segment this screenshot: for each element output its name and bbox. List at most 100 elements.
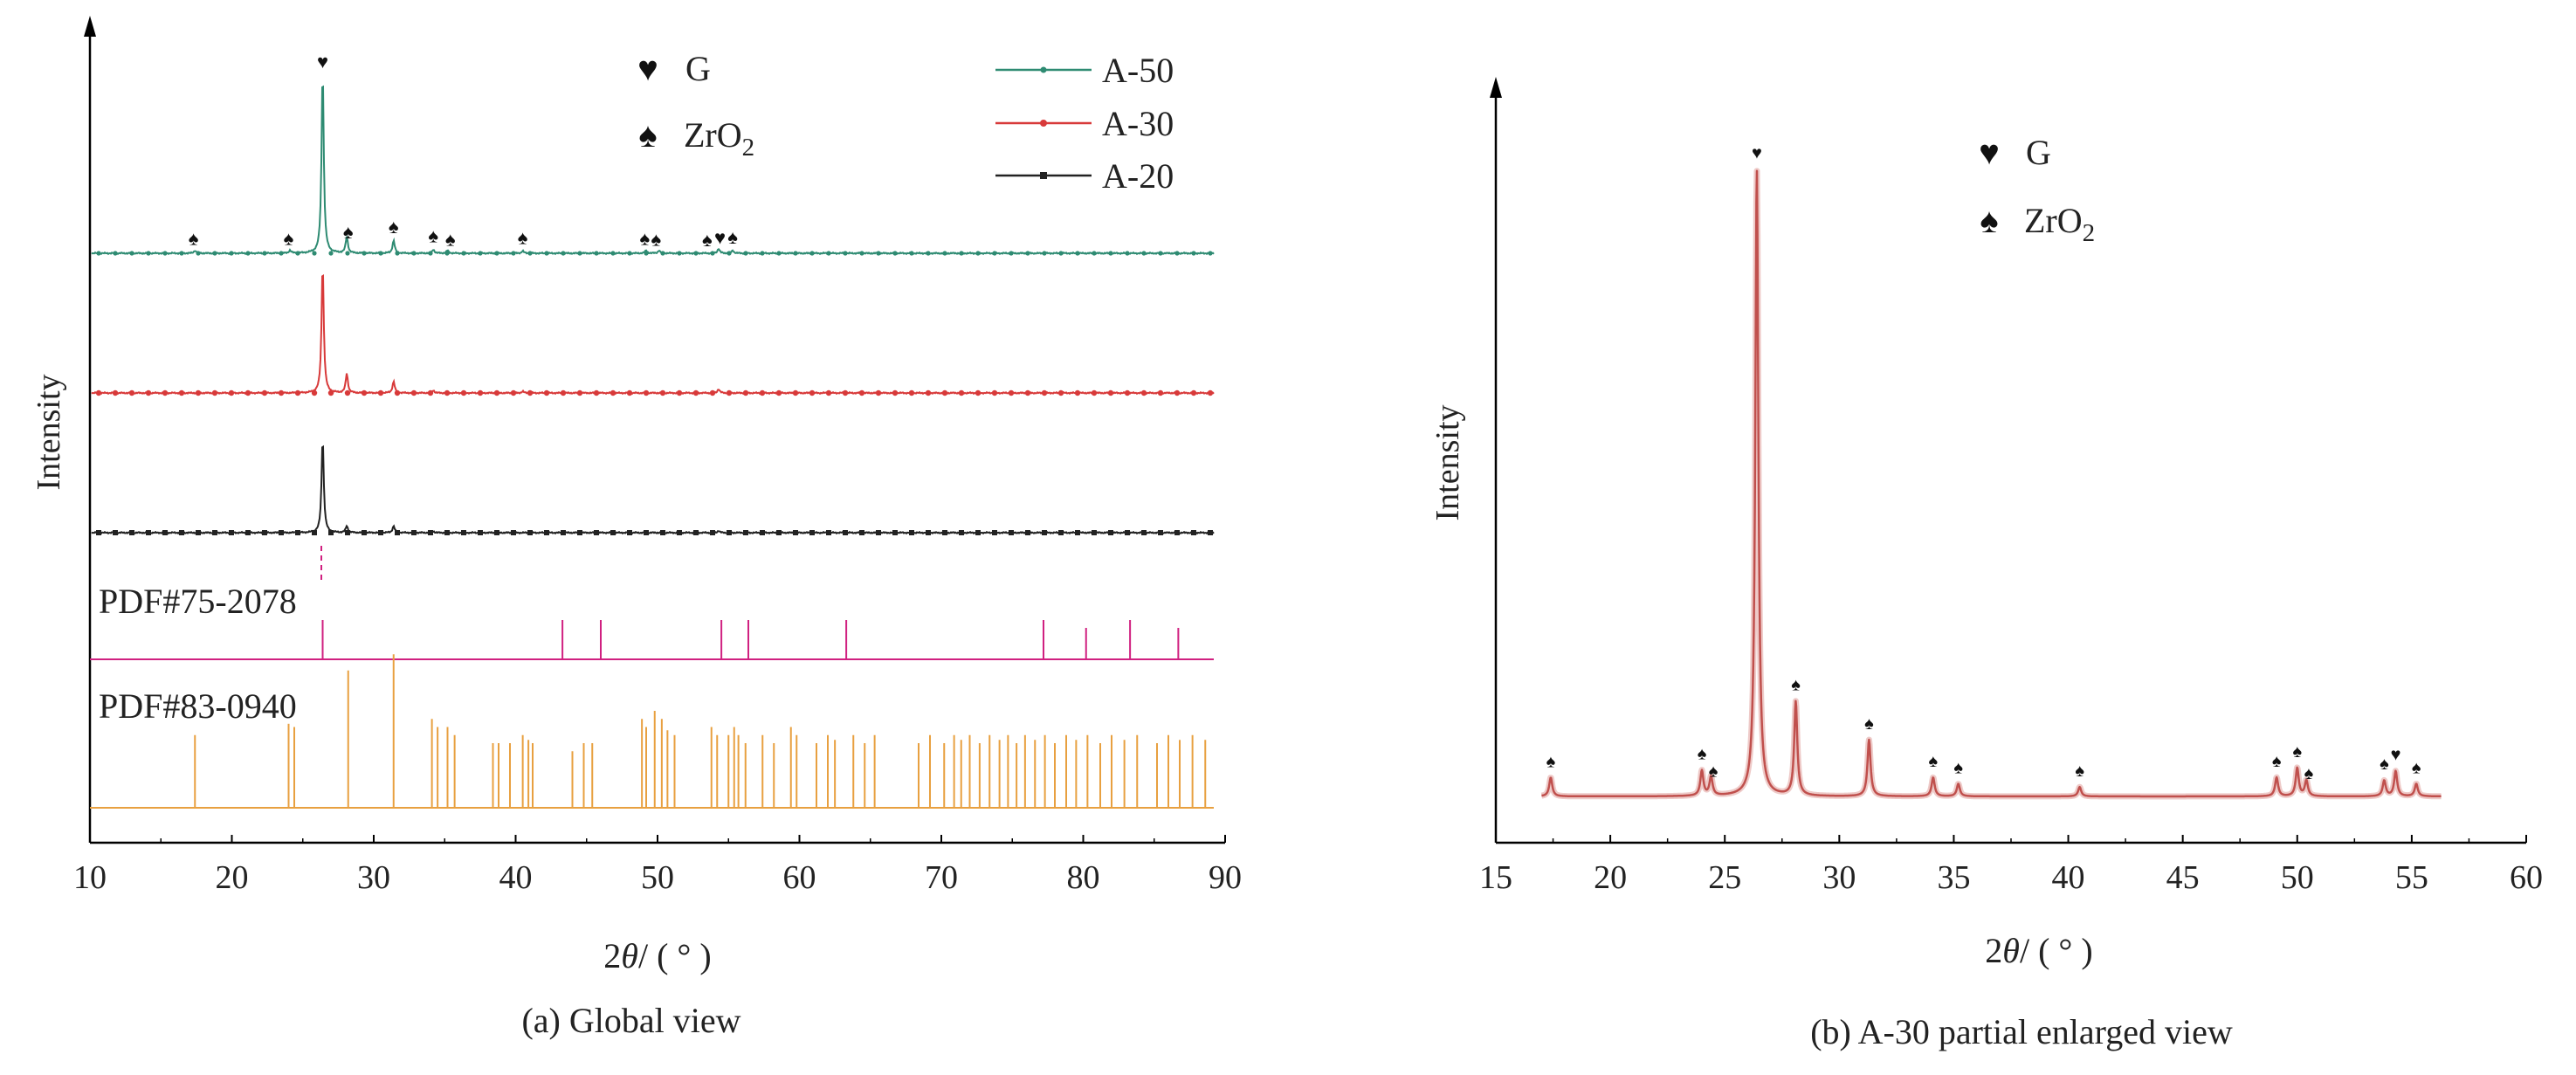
series-point (327, 389, 334, 396)
series-line-a-30 (91, 274, 1215, 396)
series-point (959, 530, 964, 535)
series-point (892, 530, 898, 535)
series-point (444, 530, 450, 535)
series-point (975, 251, 981, 256)
series-point (427, 389, 434, 396)
panel-b-peak-markers: ♠ ♠♠♥♠♠♠ ♠ ♠♠♠♠ ♠ ♥♠ (1546, 144, 2421, 783)
series-point (676, 389, 683, 396)
series-point (295, 251, 300, 256)
series-point (145, 389, 152, 396)
series-point (229, 251, 234, 256)
legend-label-g: G (685, 49, 711, 88)
series-point (826, 530, 831, 535)
series-point (228, 389, 235, 396)
panel-b-y-arrow (1490, 77, 1502, 98)
heart-icon: ♥ (714, 227, 726, 249)
series-point (245, 251, 251, 256)
series-point (859, 530, 864, 535)
legend-spade-icon: ♠ (1980, 201, 1998, 240)
series-point (775, 389, 782, 396)
series-point (1024, 389, 1031, 396)
spade-icon: ♠ (445, 228, 456, 250)
series-point (627, 530, 632, 535)
series-point (1158, 251, 1163, 256)
series-point (113, 530, 118, 535)
series-point (925, 389, 932, 396)
x-tick-label: 10 (73, 859, 107, 896)
series-point (610, 530, 616, 535)
series-point (876, 530, 881, 535)
x-tick-label: 80 (1067, 859, 1100, 896)
series-point (312, 530, 317, 535)
series-point (644, 251, 649, 256)
series-point (941, 389, 948, 396)
x-tick-label: 30 (1822, 859, 1856, 896)
series-point (179, 530, 184, 535)
series-point (875, 389, 882, 396)
series-point (760, 530, 765, 535)
spade-icon: ♠ (651, 228, 662, 250)
series-point (1107, 389, 1114, 396)
series-point (212, 530, 217, 535)
series-point (345, 530, 350, 535)
series-point (544, 251, 549, 256)
spade-icon: ♠ (2412, 758, 2421, 777)
series-point (212, 251, 217, 256)
series-point (627, 251, 632, 256)
series-point (344, 389, 351, 396)
series-point (494, 530, 499, 535)
series-point (295, 530, 300, 535)
series-point (410, 389, 417, 396)
series-point (1208, 251, 1213, 256)
series-point (577, 251, 582, 256)
series-point (958, 389, 965, 396)
panel-b-x-label: 2θ/ ( ° ) (1985, 931, 2092, 970)
series-point (727, 530, 732, 535)
series-point (760, 251, 765, 256)
series-point (1075, 251, 1080, 256)
spade-icon: ♠ (428, 225, 438, 247)
series-point (561, 251, 566, 256)
series-point (345, 251, 350, 256)
spade-icon: ♠ (284, 227, 294, 249)
series-point (1141, 530, 1147, 535)
series-point (842, 389, 849, 396)
series-point (892, 251, 898, 256)
legend-marker-a20 (1040, 172, 1047, 179)
series-point (112, 389, 119, 396)
panel-a-y-arrow (84, 16, 96, 37)
series-point (1190, 389, 1197, 396)
series-point (1042, 251, 1047, 256)
series-point (1058, 530, 1064, 535)
series-point (908, 389, 915, 396)
series-point (229, 530, 234, 535)
series-point (1025, 530, 1030, 535)
panel-a: 10 20 30 40 50 60 70 80 90 Intensity 2θ/ ( ° ) (… (31, 16, 1242, 1040)
x-tick-label: 55 (2395, 859, 2428, 896)
series-point (843, 251, 848, 256)
series-point (643, 389, 650, 396)
series-point (809, 251, 815, 256)
series-point (511, 251, 516, 256)
heart-icon: ♥ (2391, 746, 2401, 765)
series-point (693, 251, 699, 256)
series-point (876, 251, 881, 256)
series-point (1208, 530, 1213, 535)
spade-icon: ♠ (1709, 762, 1718, 782)
series-point (743, 251, 748, 256)
spade-icon: ♠ (2304, 764, 2314, 783)
panel-a-y-label: Intensity (31, 375, 67, 491)
series-point (95, 389, 102, 396)
series-point (328, 530, 334, 535)
spade-icon: ♠ (1546, 752, 1556, 771)
series-point (626, 389, 633, 396)
spade-icon: ♠ (2292, 742, 2302, 761)
series-point (561, 530, 566, 535)
series-point (693, 530, 699, 535)
series-point (1074, 389, 1081, 396)
series-point (1092, 530, 1097, 535)
series-point (511, 530, 516, 535)
legend-label-zro2: ZrO2 (2024, 201, 2095, 247)
series-point (428, 530, 433, 535)
